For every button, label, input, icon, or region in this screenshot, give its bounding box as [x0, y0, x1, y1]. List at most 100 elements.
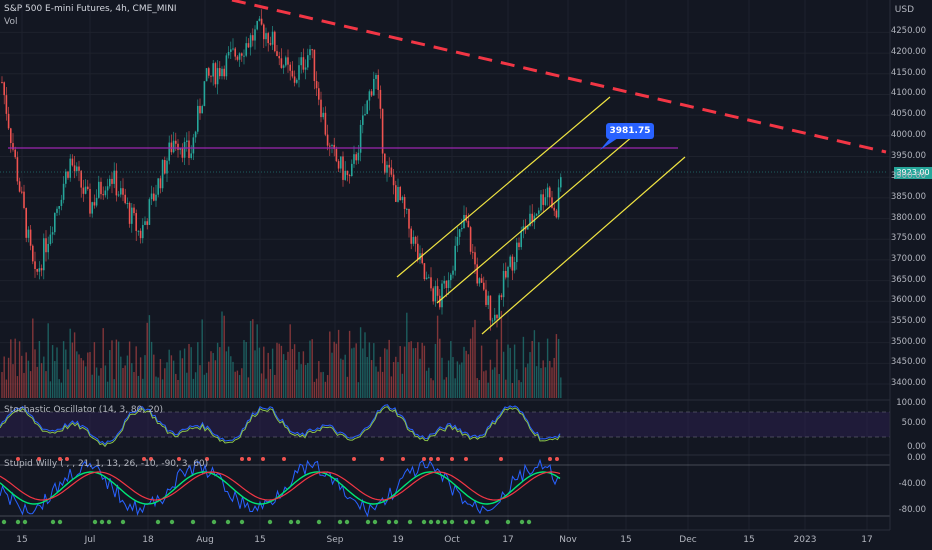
volume-bar [280, 345, 283, 398]
willy-signal-dot [421, 519, 427, 525]
symbol-title[interactable]: S&P 500 E-mini Futures, 4h, CME_MINI [4, 4, 177, 14]
willy-slow-line [0, 471, 561, 501]
candle-body [62, 183, 65, 200]
candle-body [458, 229, 461, 237]
candle-body [300, 57, 302, 66]
candle-body [137, 230, 140, 232]
candle-body [348, 175, 351, 177]
willy-signal-dot [519, 519, 525, 525]
willy-signal-dot [58, 457, 62, 461]
current-price-tag: 3923.00 [894, 167, 932, 179]
candle-body [157, 178, 159, 195]
volume-bar [313, 381, 316, 398]
candle-body [221, 68, 223, 77]
volume-bar [18, 341, 21, 398]
willy-signal-dot [225, 519, 231, 525]
channel-bottom-line[interactable] [481, 156, 686, 335]
volume-bar [304, 364, 307, 398]
candle-body [192, 137, 195, 154]
volume-bar [386, 349, 388, 398]
downtrend-line[interactable] [231, 0, 887, 154]
volume-bar [181, 358, 184, 398]
candle-body [12, 143, 14, 150]
parallel-channel[interactable] [396, 96, 686, 335]
candle-body [56, 208, 58, 213]
candle-body [533, 215, 536, 223]
candle-body [47, 243, 49, 253]
willy-signal-dot [450, 457, 454, 461]
price-tick: 3900.00 [890, 171, 926, 182]
volume-bar [36, 366, 38, 398]
indicator-tick: 50.00 [901, 418, 926, 428]
candle-body [133, 207, 135, 214]
volume-bar [293, 344, 296, 398]
willy-signal-dot [16, 457, 20, 461]
volume-bar [282, 354, 285, 398]
volume-bar [258, 347, 261, 398]
price-callout[interactable]: 3981.75 [606, 123, 654, 139]
volume-bar [49, 381, 52, 398]
willy-signal-dot [435, 519, 441, 525]
candle-body [102, 194, 104, 196]
volume-bar [254, 350, 256, 398]
willy-signal-dot [505, 519, 511, 525]
indicator-tick: 0.00 [907, 453, 926, 463]
volume-bar [230, 356, 232, 398]
candle-body [267, 33, 269, 44]
candle-body [78, 166, 80, 171]
willy-signal-dot [548, 457, 552, 461]
candle-body [401, 197, 404, 201]
candle-body [280, 58, 283, 68]
time-tick: 2023 [793, 535, 817, 545]
candle-body [234, 48, 236, 57]
candle-body [293, 76, 296, 83]
volume-bar [366, 357, 368, 398]
volume-bar [95, 367, 98, 398]
candle-body [45, 238, 47, 253]
volume-bar [401, 373, 404, 398]
time-tick: 19 [392, 535, 404, 545]
currency-label[interactable]: USD [894, 5, 914, 15]
candle-body [67, 171, 69, 178]
channel-top-line[interactable] [396, 96, 611, 278]
volume-bar [100, 368, 102, 398]
volume-bar [142, 378, 144, 398]
stochastic-label[interactable]: Stochastic Oscillator (14, 3, 80, 20) [4, 405, 164, 415]
candle-body [315, 81, 318, 89]
candle-body [60, 199, 63, 206]
candle-body [313, 49, 316, 82]
volume-bar [454, 378, 456, 398]
volume-bar [465, 350, 467, 398]
volume-bar [87, 352, 89, 398]
willy-signal-dot [205, 457, 209, 461]
volume-bar [511, 382, 514, 398]
volume-bar [368, 342, 371, 398]
stupid-willy-label[interactable]: Stupid Willy ( , , 21, 1, 13, 26, -10, -… [4, 459, 209, 469]
candle-body [351, 163, 353, 177]
candle-body [89, 188, 91, 214]
volume-bar [331, 352, 333, 398]
candle-body [507, 266, 509, 278]
volume-bar [274, 374, 276, 398]
volume-bar [177, 379, 179, 398]
candle-body [333, 144, 335, 149]
volume-bar [188, 343, 190, 398]
volume-bar [555, 334, 558, 398]
volume-bar [395, 356, 397, 398]
volume-bar [494, 367, 496, 398]
volume-bar [307, 362, 309, 398]
volume-label[interactable]: Vol [4, 17, 18, 27]
willy-signal-dot [57, 519, 63, 525]
candle-body [364, 114, 366, 116]
candle-body [520, 231, 522, 248]
candle-body [146, 221, 148, 225]
volume-bar [73, 332, 76, 398]
volume-bar [122, 367, 124, 398]
volume-bar [197, 342, 199, 398]
willy-signal-dot [177, 457, 181, 461]
volume-bar [384, 348, 386, 398]
volume-bar [98, 375, 100, 398]
volume-bar [436, 315, 439, 398]
channel-middle-line[interactable] [436, 129, 641, 304]
